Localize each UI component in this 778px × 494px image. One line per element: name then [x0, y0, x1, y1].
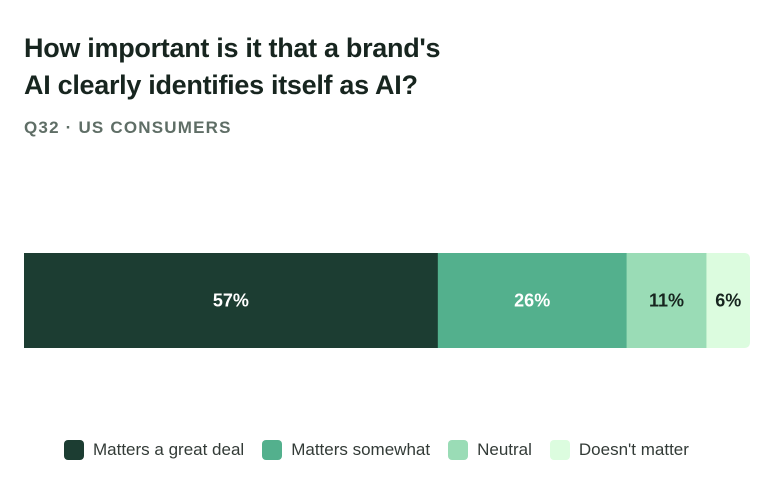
bar-value-label-doesn-t-matter: 6% — [715, 291, 741, 311]
chart-legend: Matters a great deal Matters somewhat Neut… — [64, 440, 707, 460]
chart-title: How important is it that a brand's AI cl… — [24, 30, 724, 104]
bar-segment-matters-somewhat — [437, 253, 628, 348]
chart-title-line-1: How important is it that a brand's — [24, 33, 441, 63]
legend-swatch-doesn-t-matter — [549, 440, 570, 460]
legend-item-matters-a-great-deal: Matters a great deal — [64, 440, 244, 460]
bar-segment-doesn-t-matter — [706, 253, 750, 348]
legend-label-neutral: Neutral — [477, 440, 532, 459]
legend-swatch-matters-a-great-deal — [64, 440, 84, 460]
legend-item-matters-somewhat: Matters somewhat — [262, 440, 430, 460]
legend-item-neutral: Neutral — [448, 440, 532, 460]
legend-label-matters-somewhat: Matters somewhat — [291, 440, 431, 459]
chart-title-line-2: AI clearly identifies itself as AI? — [24, 70, 418, 100]
bar-value-labels: 57% 26% 11% 6% — [213, 291, 741, 311]
bar-segment-matters-a-great-deal — [24, 253, 439, 348]
bar-value-label-neutral: 11% — [649, 291, 684, 311]
bar-segments — [24, 253, 750, 348]
bar-value-label-matters-somewhat: 26% — [514, 291, 550, 311]
bar-value-label-matters-a-great-deal: 57% — [213, 291, 249, 311]
legend-label-matters-a-great-deal: Matters a great deal — [93, 440, 245, 459]
bar-segment-neutral — [626, 253, 707, 348]
legend-item-doesn-t-matter: Doesn't matter — [549, 440, 689, 460]
legend-swatch-neutral — [448, 440, 469, 460]
legend-label-doesn-t-matter: Doesn't matter — [578, 440, 689, 459]
chart-subtitle: Q32 · US CONSUMERS — [24, 118, 232, 137]
legend-swatch-matters-somewhat — [262, 440, 283, 460]
